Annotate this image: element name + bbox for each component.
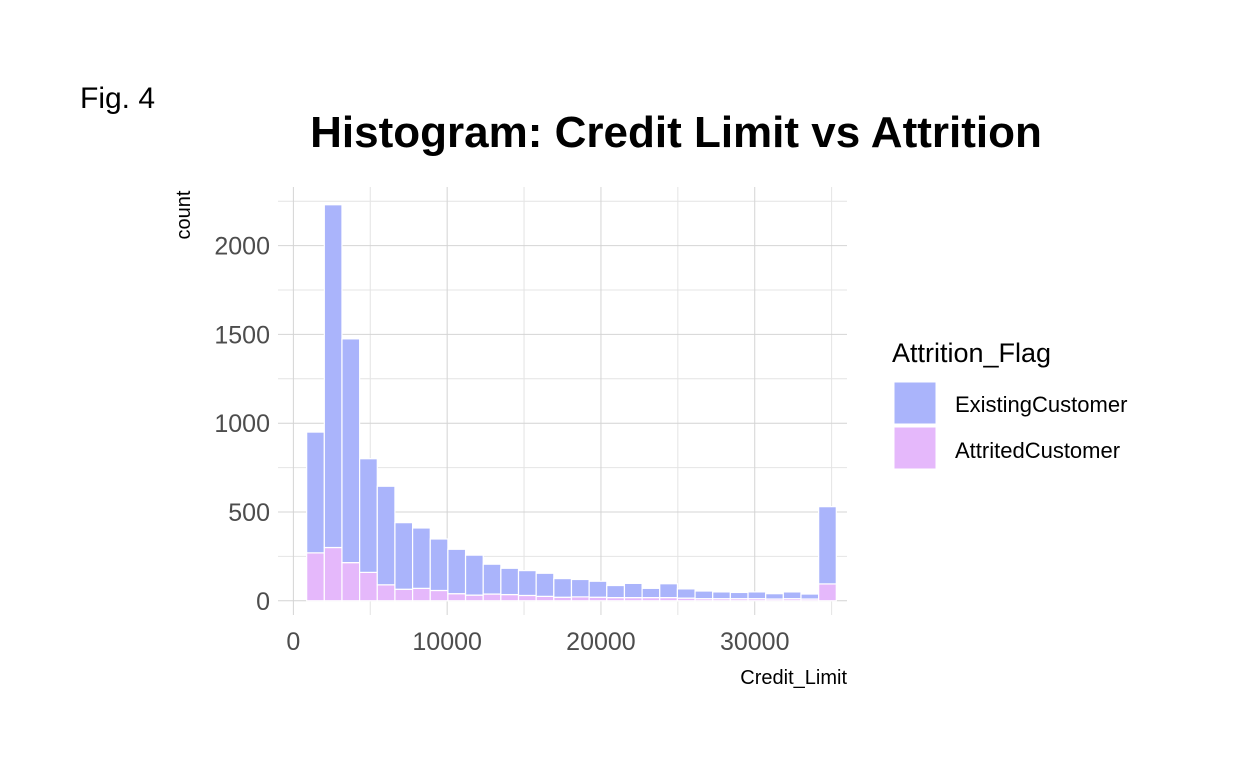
bar-attrited xyxy=(818,583,837,602)
bar-attrited xyxy=(306,552,325,602)
bar-existing xyxy=(747,591,767,600)
bar-existing xyxy=(606,584,626,599)
legend-swatch-existing xyxy=(893,381,937,425)
bar-attrited xyxy=(411,587,431,602)
y-tick-label: 2000 xyxy=(214,233,270,261)
x-tick-label: 10000 xyxy=(412,628,482,656)
bar-existing xyxy=(394,522,414,590)
bar-existing xyxy=(323,204,343,549)
bar-existing xyxy=(641,587,661,599)
bar-existing xyxy=(517,570,537,597)
legend-label-attrited: AttritedCustomer xyxy=(955,438,1120,463)
y-tick-label: 500 xyxy=(228,499,270,527)
bar-attrited xyxy=(482,593,502,602)
bar-existing xyxy=(464,554,484,596)
bar-attrited xyxy=(394,588,414,602)
chart-title: Histogram: Credit Limit vs Attrition xyxy=(310,108,1042,157)
bar-existing xyxy=(694,590,714,600)
bar-existing xyxy=(359,458,378,573)
bar-existing xyxy=(500,567,520,596)
bar-existing xyxy=(729,591,749,600)
bar-attrited xyxy=(500,593,520,602)
bar-existing xyxy=(765,593,784,600)
bar-existing xyxy=(535,572,555,597)
bar-existing xyxy=(712,591,731,600)
bar-existing xyxy=(676,588,696,599)
bar-existing xyxy=(482,563,502,595)
bar-attrited xyxy=(429,589,449,602)
y-tick-label: 1500 xyxy=(214,321,270,349)
bar-existing xyxy=(588,580,608,598)
bar-existing xyxy=(570,578,590,598)
bar-existing xyxy=(306,431,325,554)
x-tick-label: 0 xyxy=(286,628,300,656)
figure-label: Fig. 4 xyxy=(80,82,156,115)
bar-existing xyxy=(800,593,820,600)
y-axis-title: count xyxy=(173,190,195,239)
bar-existing xyxy=(659,583,679,599)
bar-attrited xyxy=(341,562,361,602)
legend-label-existing: ExistingCustomer xyxy=(955,392,1127,417)
bar-existing xyxy=(376,485,396,586)
bar-existing xyxy=(818,506,837,585)
bar-attrited xyxy=(535,595,555,602)
bar-existing xyxy=(553,577,573,598)
bar-existing xyxy=(447,548,467,595)
x-axis-title: Credit_Limit xyxy=(740,667,847,689)
bar-existing xyxy=(623,582,643,599)
y-tick-label: 1000 xyxy=(214,410,270,438)
bar-attrited xyxy=(323,546,343,602)
bar-attrited xyxy=(376,584,396,602)
bars xyxy=(306,204,837,602)
legend: Attrition_Flag ExistingCustomer Attrited… xyxy=(892,338,1127,470)
y-tick-label: 0 xyxy=(256,588,270,616)
legend-title: Attrition_Flag xyxy=(892,338,1051,368)
bar-attrited xyxy=(359,571,378,602)
legend-swatch-attrited xyxy=(893,426,937,470)
bar-existing xyxy=(411,527,431,589)
bar-attrited xyxy=(464,594,484,602)
bar-existing xyxy=(429,538,449,592)
bar-existing xyxy=(782,591,802,600)
bar-attrited xyxy=(447,593,467,602)
bar-attrited xyxy=(517,594,537,602)
x-tick-label: 30000 xyxy=(720,628,790,656)
bar-existing xyxy=(341,338,361,564)
x-tick-label: 20000 xyxy=(566,628,636,656)
tick-labels: 0 10000 20000 30000 0 500 1000 1500 2000 xyxy=(214,233,789,656)
